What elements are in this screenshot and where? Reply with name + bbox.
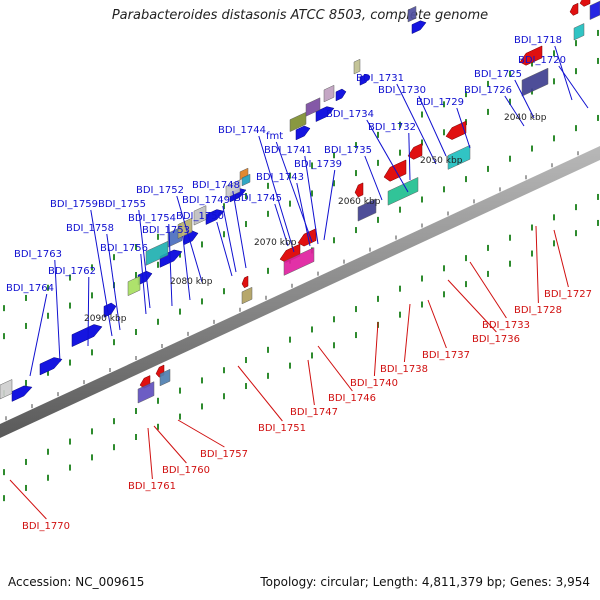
kbp-marker: 2080 kbp [170, 277, 213, 287]
gene-feature[interactable] [11, 385, 33, 402]
gene-label[interactable]: BDI_1725 [474, 69, 522, 80]
gene-feature[interactable] [315, 106, 335, 122]
kbp-markers: 2040 kbp 2050 kbp 2060 kbp 2070 kbp 2080 kbp… [84, 113, 547, 324]
gene-label[interactable]: BDI_1743 [256, 172, 304, 183]
gene-label[interactable]: BDI_1770 [22, 521, 70, 532]
gene-feature[interactable] [323, 84, 335, 103]
gene-feature[interactable] [357, 198, 377, 222]
gene-label[interactable]: BDI_1746 [328, 393, 376, 404]
gene-feature[interactable] [447, 144, 471, 170]
gene-label[interactable]: BDI_1760 [162, 465, 210, 476]
gene-feature[interactable] [193, 205, 207, 226]
gene-label[interactable]: BDI_1755 [98, 199, 146, 210]
gene-label[interactable]: BDI_1754 [128, 213, 176, 224]
gene-label[interactable]: BDI_1737 [422, 350, 470, 361]
gene-label[interactable]: BDI_1718 [514, 35, 562, 46]
gene-feature[interactable] [205, 209, 225, 225]
gene-label[interactable]: BDI_1720 [518, 55, 566, 66]
gene-feature[interactable] [353, 58, 361, 75]
gene-feature[interactable] [177, 217, 193, 239]
genome-summary: Topology: circular; Length: 4,811,379 bp… [260, 575, 590, 589]
gene-labels: BDI_1718 BDI_1720 BDI_1725 BDI_1726BDI_1729… [6, 35, 592, 532]
gene-label[interactable]: BDI_1733 [482, 320, 530, 331]
kbp-marker: 2040 kbp [504, 113, 547, 123]
gene-label[interactable]: BDI_1757 [200, 449, 248, 460]
gene-feature[interactable] [411, 20, 427, 35]
gene-feature[interactable] [0, 379, 13, 400]
gene-label[interactable]: BDI_1744 [218, 125, 266, 136]
accession-text: Accession: NC_009615 [8, 575, 145, 589]
gene-feature[interactable] [579, 0, 591, 7]
gene-label[interactable]: BDI_1727 [544, 289, 592, 300]
gene-label[interactable]: BDI_1756 [100, 243, 148, 254]
gene-label[interactable]: BDI_1762 [48, 266, 96, 277]
genome-backbone [0, 146, 600, 438]
gene-feature[interactable] [241, 286, 253, 305]
gene-label[interactable]: BDI_1735 [324, 145, 372, 156]
gene-feature[interactable] [39, 357, 63, 376]
gene-label[interactable]: BDI_1753 [142, 225, 190, 236]
gene-feature[interactable] [145, 240, 169, 266]
gene-label[interactable]: BDI_1731 [356, 73, 404, 84]
gene-feature[interactable] [137, 381, 155, 404]
gene-label[interactable]: fmt [266, 131, 283, 142]
gene-feature[interactable] [521, 67, 549, 97]
gene-feature[interactable] [295, 125, 311, 141]
gene-label[interactable]: BDI_1738 [380, 364, 428, 375]
gene-label[interactable]: BDI_1726 [464, 85, 512, 96]
gene-feature[interactable] [127, 275, 141, 297]
gene-label[interactable]: BDI_1741 [264, 145, 312, 156]
gene-feature[interactable] [407, 5, 417, 23]
gene-feature[interactable] [71, 324, 103, 348]
gene-label[interactable]: BDI_1730 [378, 85, 426, 96]
gene-feature[interactable] [387, 176, 419, 206]
gene-feature[interactable] [241, 173, 251, 187]
gene-feature[interactable] [289, 111, 307, 133]
gene-feature[interactable] [359, 74, 371, 86]
gene-label[interactable]: BDI_1728 [514, 305, 562, 316]
kbp-marker: 2070 kbp [254, 238, 297, 248]
gene-feature[interactable] [241, 275, 249, 289]
gene-label[interactable]: BDI_1739 [294, 159, 342, 170]
gene-label[interactable]: BDI_1732 [368, 122, 416, 133]
gene-label[interactable]: BDI_1758 [66, 223, 114, 234]
gene-label[interactable]: BDI_1747 [290, 407, 338, 418]
gene-label[interactable]: BDI_1734 [326, 109, 374, 120]
gene-label[interactable]: BDI_1761 [128, 481, 176, 492]
gene-feature[interactable] [589, 0, 600, 21]
gene-feature[interactable] [519, 45, 543, 66]
gene-label[interactable]: BDI_1759 [50, 199, 98, 210]
gene-label[interactable]: BDI_1749 [182, 195, 230, 206]
gene-feature[interactable] [159, 368, 171, 387]
gene-feature[interactable] [335, 88, 347, 102]
gene-feature[interactable] [305, 97, 321, 117]
gene-feature[interactable] [225, 179, 241, 199]
gene-label[interactable]: BDI_1750 [176, 211, 224, 222]
gene-features [0, 0, 600, 404]
gene-feature[interactable] [383, 159, 407, 182]
gene-label[interactable]: BDI_1763 [14, 249, 62, 260]
gene-label[interactable]: BDI_1748 [192, 180, 240, 191]
gene-label[interactable]: BDI_1764 [6, 283, 54, 294]
gene-feature[interactable] [407, 143, 423, 160]
gene-feature[interactable] [283, 247, 315, 276]
gene-feature[interactable] [445, 120, 467, 140]
gene-feature[interactable] [569, 2, 579, 16]
gene-label[interactable]: BDI_1752 [136, 185, 184, 196]
gene-feature[interactable] [573, 23, 585, 41]
tick-marks [5, 151, 579, 421]
track-guides [3, 29, 599, 502]
gene-label[interactable]: BDI_1740 [350, 378, 398, 389]
gene-label[interactable]: BDI_1745 [234, 193, 282, 204]
gene-feature[interactable] [354, 182, 364, 198]
kbp-marker: 2060 kbp [338, 197, 381, 207]
gene-label[interactable]: BDI_1751 [258, 423, 306, 434]
gene-label[interactable]: BDI_1729 [416, 97, 464, 108]
gene-label[interactable]: BDI_1736 [472, 334, 520, 345]
kbp-marker: 2090 kbp [84, 314, 127, 324]
label-leaders [9, 45, 589, 520]
map-title: Parabacteroides distasonis ATCC 8503, co… [111, 8, 489, 23]
kbp-marker: 2050 kbp [420, 156, 463, 166]
